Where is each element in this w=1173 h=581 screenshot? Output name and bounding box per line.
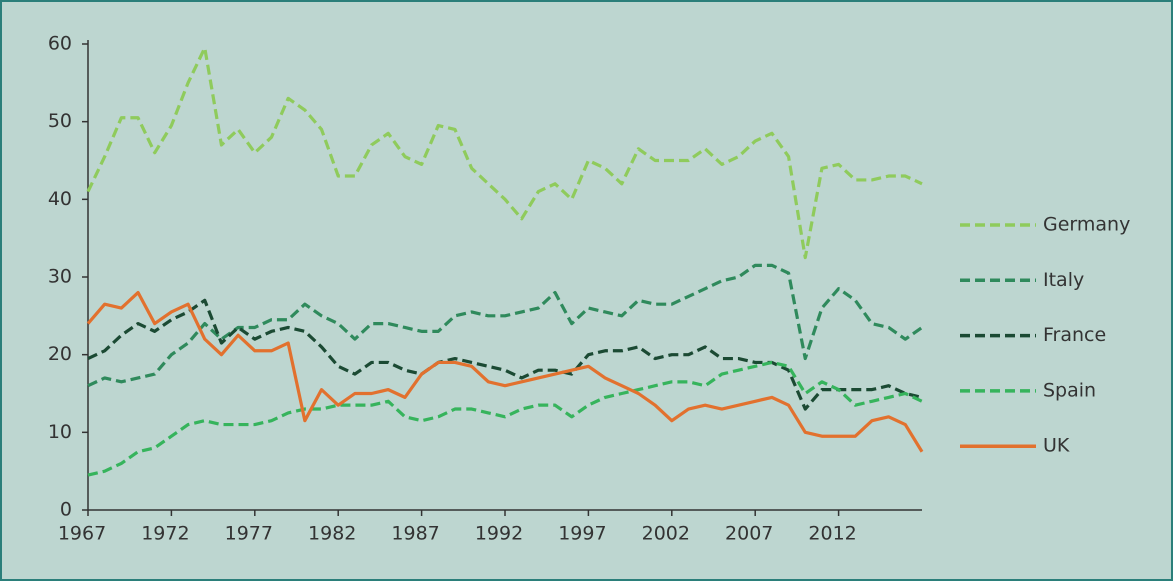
y-tick-label: 40	[48, 188, 72, 210]
x-tick-label: 1997	[558, 523, 606, 545]
series-line	[86, 290, 924, 453]
y-tick-label: 30	[48, 266, 72, 288]
legend-label: UK	[1043, 435, 1070, 457]
series-line	[87, 298, 923, 411]
y-tick-label: 10	[48, 421, 72, 443]
series-line	[87, 360, 923, 477]
y-tick-label: 60	[48, 33, 72, 55]
x-tick-label: 1987	[391, 523, 439, 545]
x-tick-label: 1967	[58, 523, 106, 545]
series-line	[87, 263, 923, 388]
x-tick-label: 1992	[475, 523, 523, 545]
x-tick-label: 1977	[225, 523, 273, 545]
legend-label: France	[1043, 324, 1106, 346]
y-tick-label: 50	[48, 110, 72, 132]
y-tick-label: 20	[48, 343, 72, 365]
x-tick-label: 2002	[642, 523, 690, 545]
x-tick-label: 1982	[308, 523, 356, 545]
y-tick-label: 0	[60, 499, 72, 521]
x-tick-label: 2007	[725, 523, 773, 545]
legend-label: Italy	[1043, 269, 1084, 291]
x-tick-label: 2012	[808, 523, 856, 545]
series-line	[86, 46, 923, 260]
legend-label: Spain	[1043, 379, 1096, 401]
x-tick-label: 1972	[141, 523, 189, 545]
legend-label: Germany	[1043, 214, 1130, 236]
